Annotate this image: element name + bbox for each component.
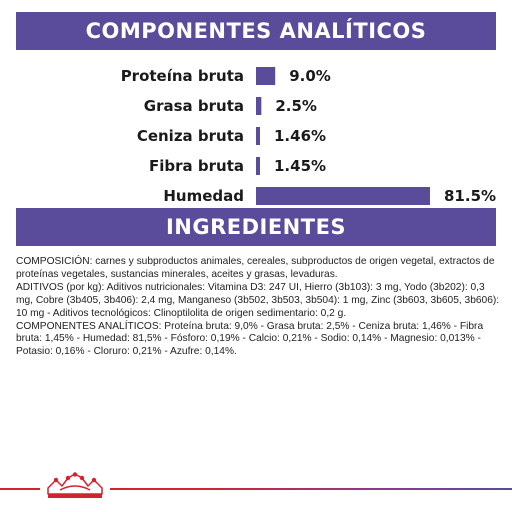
category-label-proteina-bruta: Proteína bruta <box>121 67 244 85</box>
value-label-humedad: 81.5% <box>444 187 496 205</box>
category-label-fibra-bruta: Fibra bruta <box>149 157 244 175</box>
composition-paragraph: COMPOSICIÓN: carnes y subproductos anima… <box>16 256 495 280</box>
value-label-ceniza-bruta: 1.46% <box>274 127 326 145</box>
category-label-humedad: Humedad <box>163 187 244 205</box>
section-title-ingredients-text: INGREDIENTES <box>165 215 347 239</box>
value-label-proteina-bruta: 9.0% <box>289 67 331 85</box>
value-label-fibra-bruta: 1.45% <box>274 157 326 175</box>
category-label-ceniza-bruta: Ceniza bruta <box>137 127 244 145</box>
analytical-paragraph: COMPONENTES ANALÍTICOS: Proteína bruta: … <box>16 320 484 358</box>
bar-grasa-bruta <box>256 97 262 115</box>
footer-accent-line <box>0 488 512 490</box>
analytical-bar-chart: Proteína bruta 9.0% Grasa bruta 2.5% Ceniza … <box>121 67 496 205</box>
category-label-grasa-bruta: Grasa bruta <box>144 97 244 115</box>
value-label-grasa-bruta: 2.5% <box>275 97 317 115</box>
ingredients-text: COMPOSICIÓN: carnes y subproductos anima… <box>16 256 500 359</box>
section-title-analytical: COMPONENTES ANALÍTICOS <box>16 12 496 50</box>
section-title-ingredients: INGREDIENTES <box>16 208 496 246</box>
additives-paragraph: ADITIVOS (por kg): Aditivos nutricionale… <box>16 281 500 319</box>
bar-proteina-bruta <box>256 67 276 85</box>
section-title-analytical-text: COMPONENTES ANALÍTICOS <box>85 19 427 43</box>
bar-humedad <box>256 187 430 205</box>
royal-canin-crown-icon <box>40 472 110 502</box>
bar-ceniza-bruta <box>256 127 260 145</box>
footer <box>0 470 512 512</box>
bar-fibra-bruta <box>256 157 260 175</box>
